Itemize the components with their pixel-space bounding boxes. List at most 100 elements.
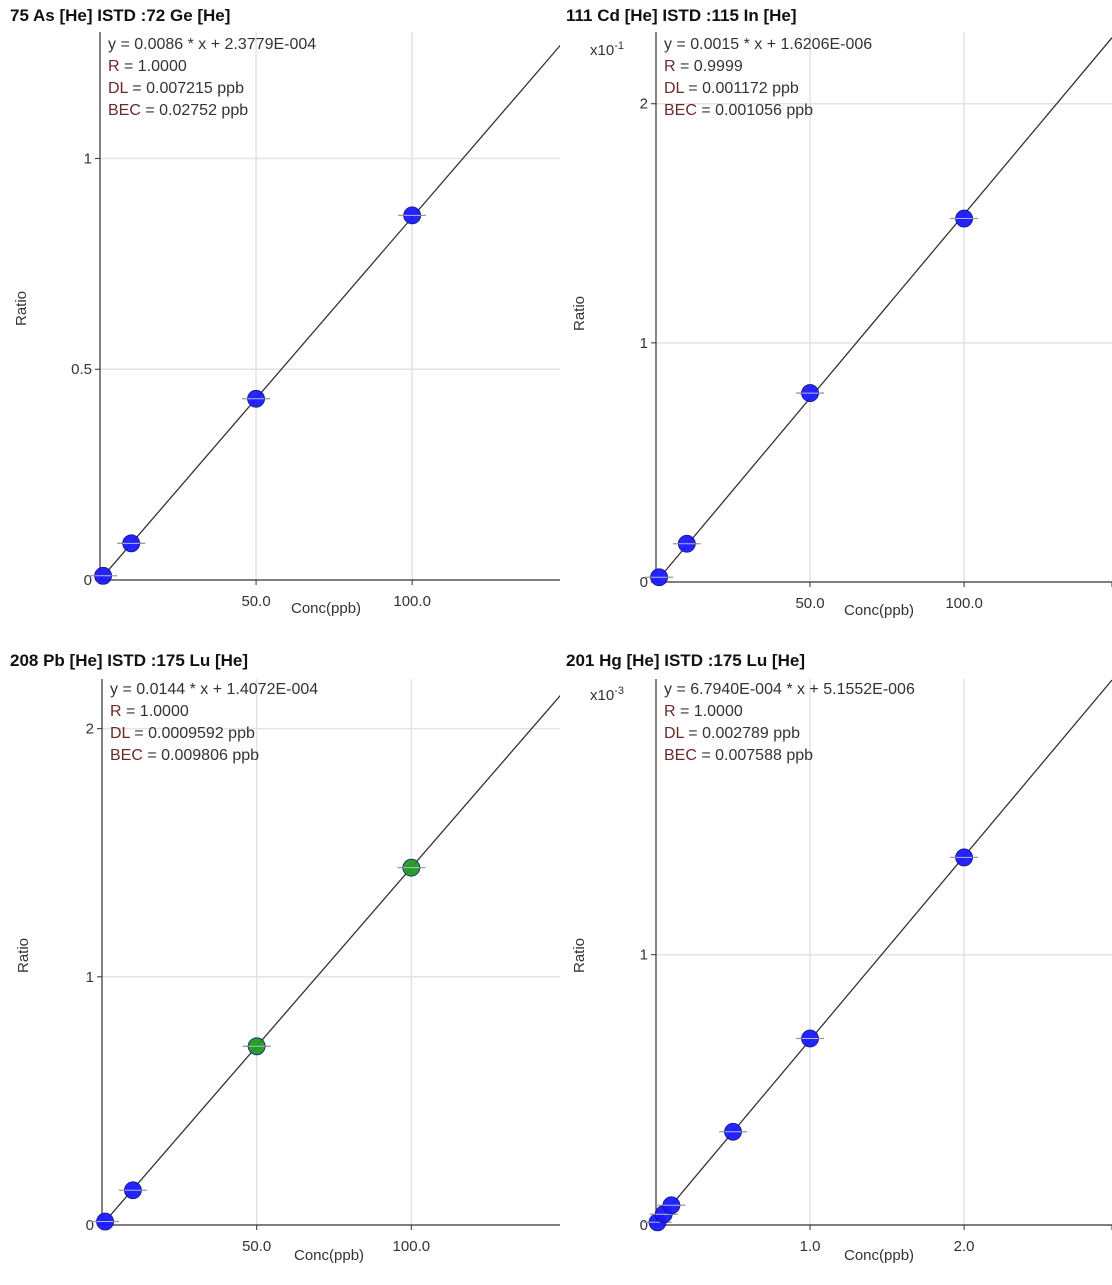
regression-equation: y = 0.0086 * x + 2.3779E-004 bbox=[108, 36, 317, 53]
regression-equation: y = 6.7940E-004 * x + 5.1552E-006 bbox=[664, 681, 915, 698]
stat-separator: = bbox=[683, 80, 703, 97]
data-point[interactable] bbox=[719, 1122, 748, 1141]
stat-row: R = 1.0000 bbox=[664, 701, 915, 723]
calibration-panel-pb: 208 Pb [He] ISTD :175 Lu [He] 50.0 100.0 0 1… bbox=[0, 645, 560, 1285]
stat-value: 0.02752 ppb bbox=[159, 102, 249, 119]
x-tick-label: 100.0 bbox=[945, 595, 983, 612]
stat-row: BEC = 0.009806 ppb bbox=[110, 745, 318, 767]
y-tick-label: 2 bbox=[86, 721, 94, 738]
stat-separator: = bbox=[675, 58, 694, 75]
stat-row: BEC = 0.02752 ppb bbox=[108, 100, 316, 122]
stat-row: BEC = 0.007588 ppb bbox=[664, 745, 915, 767]
regression-equation: y = 0.0144 * x + 1.4072E-004 bbox=[110, 681, 319, 698]
data-point[interactable] bbox=[242, 1037, 271, 1056]
chart-title: 208 Pb [He] ISTD :175 Lu [He] bbox=[10, 651, 249, 670]
fit-line bbox=[655, 37, 1112, 583]
stat-value: 0.007215 ppb bbox=[146, 80, 244, 97]
stat-separator: = bbox=[675, 703, 694, 720]
stat-value: 1.0000 bbox=[693, 703, 743, 720]
y-tick-label: 1 bbox=[640, 335, 648, 352]
calibration-panel-cd: 111 Cd [He] ISTD :115 In [He] 50.0 100.0 0 1… bbox=[560, 0, 1112, 640]
data-point[interactable] bbox=[397, 858, 426, 877]
stat-row: DL = 0.0009592 ppb bbox=[110, 723, 318, 745]
x-tick-label: 1.0 bbox=[800, 1238, 821, 1255]
data-point[interactable] bbox=[950, 209, 979, 228]
calibration-plot: 50.0 100.0 0 0.5 1 bbox=[71, 32, 560, 610]
stat-label: R bbox=[664, 58, 676, 75]
stat-value: 0.001056 ppb bbox=[715, 102, 814, 119]
stat-label: BEC bbox=[108, 102, 141, 119]
stat-value: 0.0009592 ppb bbox=[148, 725, 255, 742]
calibration-panel-hg: 201 Hg [He] ISTD :175 Lu [He] 1.0 2.0 0 1 y =… bbox=[560, 645, 1112, 1285]
multiplier-exponent: -3 bbox=[614, 685, 624, 697]
stat-separator: = bbox=[142, 747, 162, 764]
stat-label: R bbox=[664, 703, 676, 720]
fit-line bbox=[101, 694, 560, 1226]
stat-label: R bbox=[108, 58, 120, 75]
chart-title: 201 Hg [He] ISTD :175 Lu [He] bbox=[566, 651, 805, 670]
fit-statistics: y = 0.0015 * x + 1.6206E-006 R = 0.9999 DL… bbox=[664, 34, 872, 122]
data-point[interactable] bbox=[398, 206, 427, 225]
x-axis-title: Conc(ppb) bbox=[291, 600, 362, 617]
calibration-plot: 50.0 100.0 0 1 2 bbox=[86, 679, 560, 1255]
stat-label: BEC bbox=[664, 747, 697, 764]
x-axis-title: Conc(ppb) bbox=[294, 1247, 365, 1264]
x-axis-title: Conc(ppb) bbox=[844, 602, 915, 619]
data-point[interactable] bbox=[645, 568, 674, 587]
stat-separator: = bbox=[119, 58, 138, 75]
stat-row: DL = 0.007215 ppb bbox=[108, 78, 316, 100]
x-axis-title: Conc(ppb) bbox=[844, 1247, 915, 1264]
data-point[interactable] bbox=[672, 534, 701, 553]
y-tick-label: 1 bbox=[84, 150, 92, 167]
stat-separator: = bbox=[127, 80, 147, 97]
data-point[interactable] bbox=[89, 566, 118, 585]
x-tick-label: 50.0 bbox=[242, 1238, 271, 1255]
fit-line bbox=[99, 44, 560, 581]
stat-separator: = bbox=[683, 725, 703, 742]
data-point[interactable] bbox=[117, 534, 146, 553]
stat-value: 0.001172 ppb bbox=[702, 80, 799, 97]
stat-row: DL = 0.002789 ppb bbox=[664, 723, 915, 745]
calibration-panel-as: 75 As [He] ISTD :72 Ge [He] 50.0 100.0 0 0.5… bbox=[0, 0, 560, 640]
stat-separator: = bbox=[121, 703, 140, 720]
data-point[interactable] bbox=[796, 1029, 825, 1048]
y-tick-label: 1 bbox=[640, 947, 648, 964]
stat-row: BEC = 0.001056 ppb bbox=[664, 100, 872, 122]
y-tick-label: 2 bbox=[640, 96, 648, 113]
stat-label: DL bbox=[664, 725, 684, 742]
y-axis-title: Ratio bbox=[571, 295, 589, 332]
y-tick-label: 0 bbox=[640, 1217, 648, 1234]
data-point[interactable] bbox=[91, 1212, 120, 1231]
fit-statistics: y = 0.0086 * x + 2.3779E-004 R = 1.0000 DL… bbox=[108, 34, 316, 122]
stat-value: 0.002789 ppb bbox=[702, 725, 800, 742]
stat-label: DL bbox=[108, 80, 128, 97]
x-tick-label: 50.0 bbox=[241, 593, 270, 610]
data-point[interactable] bbox=[657, 1196, 686, 1215]
multiplier-base: x10 bbox=[590, 687, 615, 704]
data-point[interactable] bbox=[242, 389, 271, 408]
x-tick-label: 100.0 bbox=[393, 1238, 431, 1255]
stat-label: BEC bbox=[110, 747, 143, 764]
y-axis-multiplier: x10-3 bbox=[590, 685, 624, 704]
stat-value: 0.009806 ppb bbox=[161, 747, 260, 764]
stat-row: R = 1.0000 bbox=[110, 701, 318, 723]
stat-separator: = bbox=[129, 725, 149, 742]
stat-separator: = bbox=[696, 747, 716, 764]
x-tick-label: 50.0 bbox=[795, 595, 824, 612]
data-point[interactable] bbox=[950, 848, 979, 867]
stat-row: DL = 0.001172 ppb bbox=[664, 78, 872, 100]
stat-row: R = 1.0000 bbox=[108, 56, 316, 78]
fit-statistics: y = 0.0144 * x + 1.4072E-004 R = 1.0000 DL… bbox=[110, 679, 318, 767]
y-tick-label: 0 bbox=[640, 574, 648, 591]
data-point[interactable] bbox=[118, 1181, 147, 1200]
stat-label: R bbox=[110, 703, 122, 720]
stat-value: 0.9999 bbox=[693, 58, 743, 75]
multiplier-exponent: -1 bbox=[614, 40, 624, 52]
y-axis-title: Ratio bbox=[13, 290, 31, 327]
data-point[interactable] bbox=[796, 384, 825, 402]
calibration-plot: 1.0 2.0 0 1 bbox=[640, 679, 1112, 1255]
stat-value: 1.0000 bbox=[139, 703, 189, 720]
chart-title: 75 As [He] ISTD :72 Ge [He] bbox=[10, 6, 231, 25]
stat-label: DL bbox=[110, 725, 130, 742]
y-tick-label: 0.5 bbox=[71, 361, 92, 378]
